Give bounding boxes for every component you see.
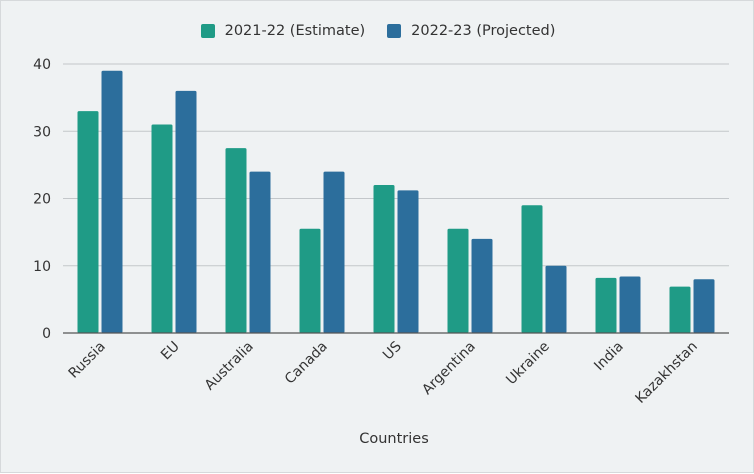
bar-kazakhstan-series-2[interactable]	[693, 279, 715, 333]
legend-swatch-series-1	[200, 24, 215, 38]
bar-australia-series-2[interactable]	[249, 171, 271, 333]
bar-india-series-1[interactable]	[595, 277, 617, 333]
x-tick-label-eu: EU	[158, 339, 183, 364]
y-axis-tick-labels: 0 10 20 30 40	[33, 57, 51, 342]
legend-swatch-series-2	[387, 24, 402, 38]
x-tick-label-russia: Russia	[66, 339, 109, 382]
legend-item-series-2[interactable]: 2022-23 (Projected)	[387, 23, 555, 39]
bars	[77, 70, 715, 334]
bar-russia-series-2[interactable]	[101, 70, 123, 333]
bar-ukraine-series-1[interactable]	[521, 205, 543, 333]
x-tick-label-argentina: Argentina	[419, 339, 479, 399]
legend-item-series-1[interactable]: 2021-22 (Estimate)	[200, 23, 366, 39]
bar-us-series-2[interactable]	[397, 190, 419, 333]
bar-kazakhstan-series-1[interactable]	[669, 286, 691, 333]
bar-us-series-1[interactable]	[373, 185, 395, 333]
bar-ukraine-series-2[interactable]	[545, 265, 567, 333]
legend-label-series-2: 2022-23 (Projected)	[411, 23, 556, 39]
bar-india-series-2[interactable]	[619, 276, 641, 333]
gridlines	[63, 63, 729, 267]
bar-australia-series-1[interactable]	[225, 148, 247, 333]
bar-canada-series-1[interactable]	[299, 228, 321, 333]
y-tick-label: 40	[33, 57, 51, 73]
bar-russia-series-1[interactable]	[77, 111, 99, 333]
legend-label-series-1: 2021-22 (Estimate)	[224, 23, 366, 39]
y-tick-label: 0	[42, 326, 51, 342]
bar-argentina-series-2[interactable]	[471, 238, 493, 333]
bar-eu-series-2[interactable]	[175, 90, 197, 334]
bar-canada-series-2[interactable]	[323, 171, 345, 333]
x-tick-label-canada: Canada	[282, 339, 331, 388]
y-tick-label: 10	[33, 259, 51, 275]
y-tick-label: 30	[33, 124, 51, 140]
legend: 2021-22 (Estimate) 2022-23 (Projected)	[1, 23, 754, 39]
x-tick-label-kazakhstan: Kazakhstan	[632, 339, 700, 407]
x-axis-title: Countries	[359, 431, 429, 447]
bar-argentina-series-1[interactable]	[447, 228, 469, 333]
x-tick-label-ukraine: Ukraine	[503, 339, 553, 389]
x-tick-label-us: US	[380, 338, 405, 363]
x-tick-label-india: India	[591, 339, 627, 375]
y-tick-label: 20	[33, 192, 51, 208]
bar-eu-series-1[interactable]	[151, 124, 173, 334]
x-axis-tick-labels: Russia EU Australia Canada US Argentina Ukrain…	[66, 338, 701, 406]
x-tick-label-australia: Australia	[202, 339, 257, 394]
